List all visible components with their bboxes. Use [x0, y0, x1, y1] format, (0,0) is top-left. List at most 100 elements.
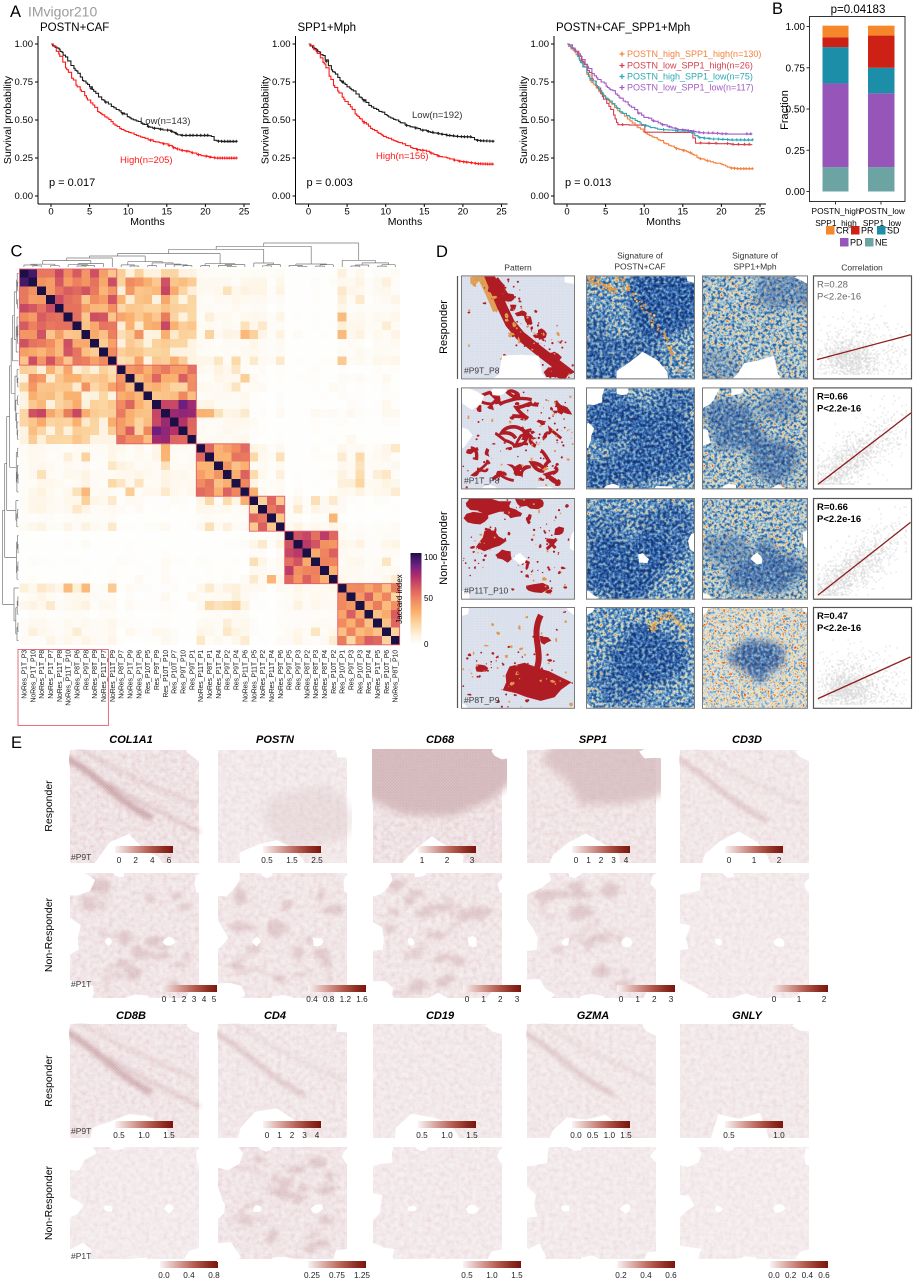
- svg-text:POSTN: POSTN: [256, 734, 295, 746]
- svg-text:Correlation: Correlation: [841, 263, 883, 273]
- svg-text:CD8B: CD8B: [116, 1010, 146, 1022]
- svg-text:NoRes_P11T_P10: NoRes_P11T_P10: [66, 650, 73, 706]
- svg-text:10: 10: [380, 207, 391, 218]
- svg-text:1: 1: [586, 856, 591, 865]
- svg-text:2: 2: [290, 1131, 295, 1140]
- svg-text:0: 0: [265, 1131, 270, 1140]
- svg-text:NoRes_P1T_P9: NoRes_P1T_P9: [128, 650, 135, 699]
- svg-text:p=0.04183: p=0.04183: [831, 4, 886, 16]
- svg-text:10: 10: [123, 207, 134, 218]
- svg-text:Res_P9T_P2: Res_P9T_P2: [225, 650, 232, 690]
- svg-text:0: 0: [619, 995, 624, 1004]
- svg-text:0.25: 0.25: [531, 153, 550, 164]
- svg-text:POSTN_high: POSTN_high: [812, 206, 861, 216]
- svg-text:50: 50: [424, 594, 433, 603]
- svg-text:0.0: 0.0: [570, 1131, 582, 1140]
- svg-text:2.5: 2.5: [311, 856, 323, 865]
- svg-text:2: 2: [777, 856, 782, 865]
- svg-text:SPP1_low: SPP1_low: [863, 218, 902, 228]
- svg-text:5: 5: [87, 207, 92, 218]
- svg-text:GNLY: GNLY: [732, 1010, 763, 1022]
- svg-text:0.8: 0.8: [323, 995, 335, 1004]
- svg-text:0.25: 0.25: [304, 1271, 320, 1280]
- svg-text:PD: PD: [850, 238, 863, 248]
- svg-text:Res_P9T_P5: Res_P9T_P5: [287, 650, 294, 690]
- svg-text:SPP1: SPP1: [579, 734, 607, 746]
- svg-text:High(n=156): High(n=156): [376, 151, 429, 162]
- svg-text:P<2.2e-16: P<2.2e-16: [817, 291, 861, 302]
- svg-text:1: 1: [797, 995, 802, 1004]
- svg-text:0.25: 0.25: [15, 153, 34, 164]
- svg-text:SD: SD: [887, 226, 900, 236]
- svg-text:Jaccard index: Jaccard index: [395, 574, 404, 623]
- svg-text:Responder: Responder: [438, 300, 450, 354]
- svg-text:Responder: Responder: [43, 1055, 55, 1107]
- svg-text:NoRes_P9T_P6: NoRes_P9T_P6: [278, 650, 285, 699]
- svg-text:0: 0: [564, 207, 569, 218]
- svg-text:P<2.2e-16: P<2.2e-16: [817, 514, 861, 525]
- svg-text:0.0: 0.0: [158, 1271, 170, 1280]
- svg-text:POSTN_low_SPP1_high(n=26): POSTN_low_SPP1_high(n=26): [627, 61, 753, 71]
- svg-text:0: 0: [465, 995, 470, 1004]
- svg-text:P<2.2e-16: P<2.2e-16: [817, 403, 861, 414]
- svg-text:NoRes_P1T_P2: NoRes_P1T_P2: [260, 650, 267, 699]
- svg-text:1.5: 1.5: [466, 1131, 478, 1140]
- svg-text:R=0.66: R=0.66: [817, 391, 848, 402]
- svg-text:Res_P9T_P1: Res_P9T_P1: [189, 650, 196, 690]
- svg-text:4: 4: [202, 995, 207, 1004]
- svg-text:1.0: 1.0: [441, 1131, 453, 1140]
- svg-text:Survival probability: Survival probability: [2, 75, 14, 164]
- svg-text:0.00: 0.00: [531, 191, 550, 202]
- svg-text:Res_P10T_P5: Res_P10T_P5: [145, 650, 152, 694]
- svg-text:1.00: 1.00: [272, 39, 291, 50]
- svg-text:Months: Months: [130, 216, 164, 228]
- svg-text:D: D: [436, 243, 448, 261]
- svg-text:4: 4: [150, 856, 155, 865]
- svg-text:CR: CR: [836, 226, 849, 236]
- svg-text:0.2: 0.2: [785, 1271, 797, 1280]
- svg-text:CD19: CD19: [426, 1010, 455, 1022]
- svg-text:0: 0: [424, 640, 429, 649]
- svg-text:NoRes_P1T_P5: NoRes_P1T_P5: [375, 650, 382, 699]
- svg-text:CD4: CD4: [264, 1010, 286, 1022]
- svg-text:NoRes_P11T_P7: NoRes_P11T_P7: [101, 650, 108, 702]
- svg-text:POSTN_low: POSTN_low: [859, 206, 906, 216]
- svg-text:POSTN_high_SPP1_high(n=130): POSTN_high_SPP1_high(n=130): [627, 49, 761, 59]
- svg-text:2: 2: [445, 856, 450, 865]
- svg-text:0.75: 0.75: [272, 77, 291, 88]
- svg-text:Pattern: Pattern: [504, 263, 532, 273]
- svg-text:1.0: 1.0: [604, 1131, 616, 1140]
- svg-text:1: 1: [752, 856, 757, 865]
- svg-text:SPP1_high: SPP1_high: [815, 218, 857, 228]
- svg-text:0.4: 0.4: [183, 1271, 195, 1280]
- svg-text:3: 3: [192, 995, 197, 1004]
- svg-text:R=0.28: R=0.28: [817, 279, 848, 290]
- svg-text:0: 0: [117, 856, 122, 865]
- svg-text:Months: Months: [646, 216, 680, 228]
- svg-text:20: 20: [716, 207, 727, 218]
- svg-text:C: C: [11, 243, 23, 261]
- svg-text:0.4: 0.4: [802, 1271, 814, 1280]
- svg-text:0.75: 0.75: [15, 77, 34, 88]
- svg-text:Non-responder: Non-responder: [438, 511, 450, 585]
- svg-text:0: 0: [727, 856, 732, 865]
- svg-text:NoRes_P1T_P4: NoRes_P1T_P4: [216, 650, 223, 699]
- svg-text:2: 2: [652, 995, 657, 1004]
- svg-text:Low(n=143): Low(n=143): [140, 116, 190, 127]
- svg-text:Res_P9T_P10: Res_P9T_P10: [181, 650, 188, 694]
- svg-text:1.00: 1.00: [786, 22, 806, 33]
- svg-text:Res_P9T_P9: Res_P9T_P9: [154, 650, 161, 690]
- svg-text:100: 100: [424, 553, 438, 562]
- svg-text:0.00: 0.00: [15, 191, 34, 202]
- svg-text:0.50: 0.50: [531, 115, 550, 126]
- svg-text:0: 0: [162, 995, 167, 1004]
- svg-text:1.5: 1.5: [620, 1131, 632, 1140]
- svg-text:20: 20: [200, 207, 211, 218]
- svg-text:POSTN+CAF_SPP1+Mph: POSTN+CAF_SPP1+Mph: [556, 22, 690, 34]
- svg-text:0.6: 0.6: [665, 1271, 677, 1280]
- svg-text:0: 0: [574, 856, 579, 865]
- svg-text:3: 3: [470, 856, 475, 865]
- svg-text:1: 1: [481, 995, 486, 1004]
- svg-text:Res_P9T_P3: Res_P9T_P3: [295, 650, 302, 690]
- svg-text:0.5: 0.5: [261, 856, 273, 865]
